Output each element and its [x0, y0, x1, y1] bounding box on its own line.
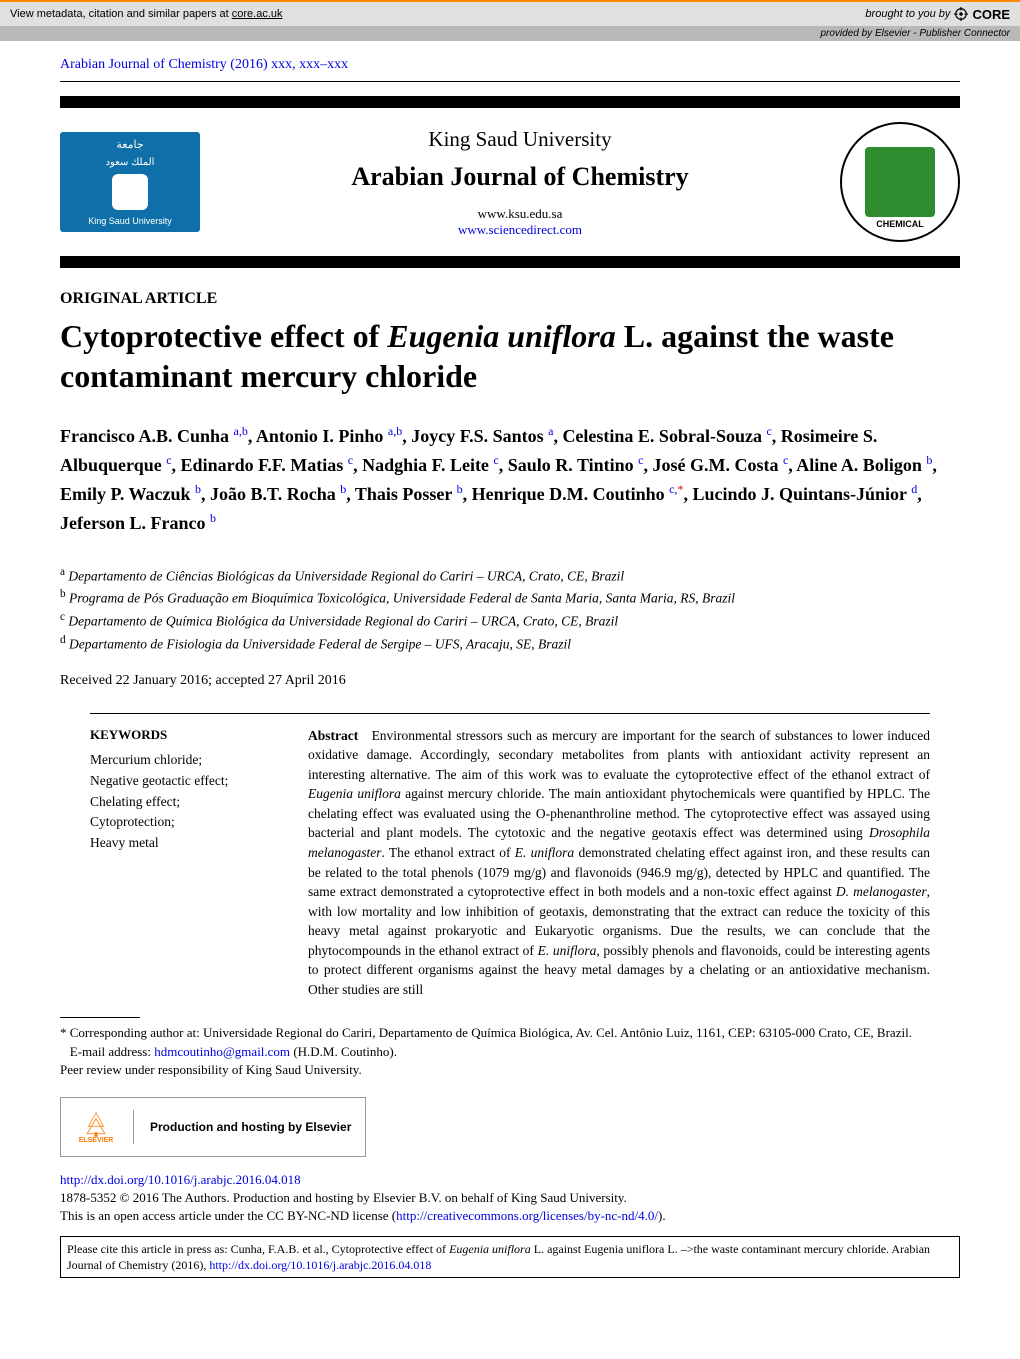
email-line: E-mail address: hdmcoutinho@gmail.com (H… — [60, 1043, 960, 1061]
elsevier-tree-icon — [81, 1111, 111, 1137]
core-brought-by: brought to you by — [865, 8, 950, 20]
article-title: Cytoprotective effect of Eugenia uniflor… — [60, 316, 960, 396]
license-post: ). — [658, 1208, 666, 1223]
keyword-item: Chelating effect; — [90, 792, 280, 812]
article-dates: Received 22 January 2016; accepted 27 Ap… — [60, 673, 960, 689]
elsevier-logo: ELSEVIER — [75, 1106, 117, 1148]
title-pre: Cytoprotective effect of — [60, 318, 387, 354]
ksu-logo-caption: King Saud University — [88, 216, 172, 226]
core-target-icon — [954, 7, 968, 21]
license-line: This is an open access article under the… — [60, 1207, 960, 1225]
top-rule — [60, 81, 960, 82]
journal-name: Arabian Journal of Chemistry — [200, 162, 840, 192]
email-label: E-mail address: — [70, 1044, 154, 1059]
keyword-item: Cytoprotection; — [90, 812, 280, 832]
license-block: http://dx.doi.org/10.1016/j.arabjc.2016.… — [60, 1171, 960, 1226]
keywords-list: Mercurium chloride;Negative geotactic ef… — [90, 750, 280, 852]
keywords-heading: KEYWORDS — [90, 726, 280, 745]
abstract-heading: Abstract — [308, 728, 358, 743]
doi-link[interactable]: http://dx.doi.org/10.1016/j.arabjc.2016.… — [60, 1172, 301, 1187]
title-species: Eugenia uniflora — [387, 318, 616, 354]
corresponding-email[interactable]: hdmcoutinho@gmail.com — [154, 1044, 290, 1059]
license-pre: This is an open access article under the… — [60, 1208, 396, 1223]
affiliation: b Programa de Pós Graduação em Bioquímic… — [60, 586, 960, 609]
provided-prefix: provided by — [820, 28, 874, 39]
ksu-url: www.ksu.edu.sa — [200, 206, 840, 222]
ksu-crest-icon — [112, 174, 148, 210]
cite-doi-link[interactable]: http://dx.doi.org/10.1016/j.arabjc.2016.… — [209, 1258, 431, 1272]
core-bar-left: View metadata, citation and similar pape… — [10, 8, 283, 20]
hosting-box: ELSEVIER Production and hosting by Elsev… — [60, 1097, 366, 1157]
footnotes: * Corresponding author at: Universidade … — [60, 1024, 960, 1079]
affiliation-list: a Departamento de Ciências Biológicas da… — [60, 564, 960, 655]
core-metadata-bar: View metadata, citation and similar pape… — [0, 0, 1020, 26]
author-list: Francisco A.B. Cunha a,b, Antonio I. Pin… — [60, 422, 960, 538]
keywords-column: KEYWORDS Mercurium chloride;Negative geo… — [90, 726, 280, 1000]
abstract-text: Environmental stressors such as mercury … — [308, 728, 930, 997]
cc-license-link[interactable]: http://creativecommons.org/licenses/by-n… — [396, 1208, 658, 1223]
journal-masthead: جامعة الملك سعود King Saud University Ki… — [60, 96, 960, 268]
abstract-block: KEYWORDS Mercurium chloride;Negative geo… — [90, 713, 930, 1000]
cite-pre: Please cite this article in press as: Cu… — [67, 1242, 449, 1256]
email-author: (H.D.M. Coutinho). — [290, 1044, 397, 1059]
society-badge: CHEMICAL — [840, 122, 960, 242]
university-name: King Saud University — [200, 127, 840, 152]
corresponding-author: * Corresponding author at: Universidade … — [60, 1024, 960, 1042]
core-bar-right: brought to you by CORE — [865, 7, 1010, 22]
affiliation: a Departamento de Ciências Biológicas da… — [60, 564, 960, 587]
masthead-center: King Saud University Arabian Journal of … — [200, 127, 840, 238]
footnote-rule — [60, 1017, 140, 1018]
core-link[interactable]: core.ac.uk — [232, 8, 283, 20]
hosting-text: Production and hosting by Elsevier — [150, 1120, 351, 1134]
society-badge-label: CHEMICAL — [872, 218, 928, 230]
sciencedirect-url[interactable]: www.sciencedirect.com — [200, 222, 840, 238]
core-bar-text: View metadata, citation and similar pape… — [10, 8, 232, 20]
cite-species: Eugenia uniflora — [449, 1242, 531, 1256]
masthead-urls: www.ksu.edu.sa www.sciencedirect.com — [200, 206, 840, 238]
society-badge-inner-icon — [865, 147, 935, 217]
elsevier-logo-text: ELSEVIER — [79, 1137, 114, 1144]
provided-by-bar: provided by Elsevier - Publisher Connect… — [0, 26, 1020, 41]
article-type: ORIGINAL ARTICLE — [60, 290, 960, 308]
core-logo-text: CORE — [972, 7, 1010, 22]
citation-box: Please cite this article in press as: Cu… — [60, 1236, 960, 1278]
keyword-item: Heavy metal — [90, 833, 280, 853]
peer-review-note: Peer review under responsibility of King… — [60, 1061, 960, 1079]
hosting-divider — [133, 1110, 134, 1144]
ksu-logo: جامعة الملك سعود King Saud University — [60, 132, 200, 232]
affiliation: c Departamento de Química Biológica da U… — [60, 609, 960, 632]
keyword-item: Mercurium chloride; — [90, 750, 280, 770]
keyword-item: Negative geotactic effect; — [90, 771, 280, 791]
abstract-column: Abstract Environmental stressors such as… — [308, 726, 930, 1000]
running-head: Arabian Journal of Chemistry (2016) xxx,… — [60, 53, 960, 77]
copyright-line: 1878-5352 © 2016 The Authors. Production… — [60, 1189, 960, 1207]
provided-provider: Elsevier - Publisher Connector — [875, 28, 1010, 39]
affiliation: d Departamento de Fisiologia da Universi… — [60, 632, 960, 655]
